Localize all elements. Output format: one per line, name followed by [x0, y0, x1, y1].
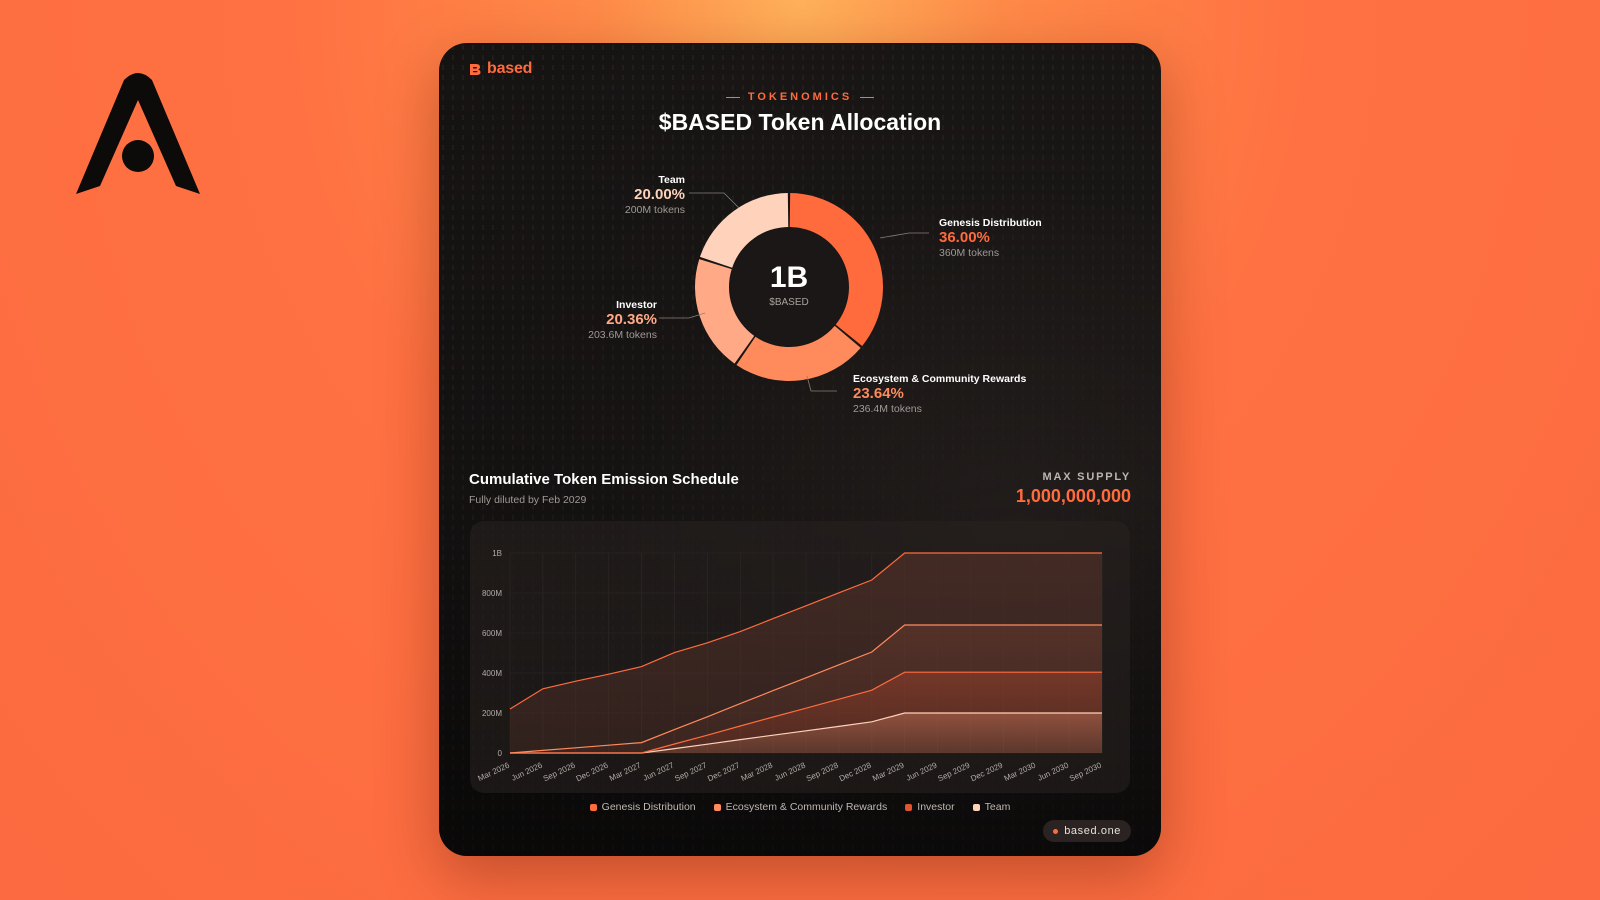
max-supply-label: MAX SUPPLY — [1042, 471, 1131, 483]
label-investor-name: Investor — [616, 299, 657, 311]
area-genesis-distribution — [510, 553, 1102, 753]
y-tick-label: 400M — [482, 669, 502, 678]
label-team-percent: 20.00% — [634, 186, 685, 203]
legend-item: Team — [972, 801, 1011, 813]
y-tick-label: 1B — [492, 549, 502, 558]
label-genesis-percent: 36.00% — [939, 229, 990, 246]
x-tick-label: Jun 2026 — [510, 760, 544, 782]
y-tick-label: 0 — [498, 749, 503, 758]
donut-center-value: 1B — [769, 261, 809, 294]
label-genesis-name: Genesis Distribution — [939, 217, 1042, 229]
label-team: Team 20.00% 200M tokens — [589, 174, 685, 216]
x-tick-label: Dec 2029 — [969, 760, 1004, 783]
x-tick-label: Sep 2028 — [805, 760, 840, 783]
label-team-tokens: 200M tokens — [624, 204, 685, 216]
page-title: $BASED Token Allocation — [658, 109, 942, 135]
donut-slice-1 — [736, 325, 861, 381]
label-investor-tokens: 203.6M tokens — [588, 329, 657, 341]
eyebrow: TOKENOMICS — [439, 91, 1161, 103]
donut-slice-2 — [695, 259, 755, 364]
y-tick-label: 200M — [482, 709, 502, 718]
x-tick-label: Jun 2029 — [905, 760, 939, 782]
legend-label: Genesis Distribution — [601, 801, 696, 813]
x-tick-label: Mar 2027 — [608, 760, 643, 783]
legend-item: Ecosystem & Community Rewards — [713, 801, 888, 813]
legend-swatch — [713, 803, 721, 811]
x-tick-label: Sep 2027 — [673, 760, 708, 783]
chart-legend: Genesis Distribution Ecosystem & Communit… — [439, 801, 1161, 813]
legend-label: Investor — [917, 801, 955, 813]
eyebrow-text: TOKENOMICS — [747, 91, 853, 103]
legend-label: Ecosystem & Community Rewards — [725, 801, 888, 813]
x-tick-label: Mar 2030 — [1003, 760, 1038, 783]
donut-slice-0 — [789, 193, 883, 347]
based-logo-icon — [470, 63, 481, 75]
area-team — [510, 713, 1102, 753]
donut-hole — [730, 228, 848, 346]
brand-a-logo-icon — [76, 73, 200, 194]
based-logo: based — [469, 60, 532, 78]
x-tick-label: Dec 2026 — [575, 760, 610, 783]
emission-chart-panel: 0 200M 400M 600M 800M 1B Mar 2026 Jun 2026 Sep 2… — [470, 521, 1130, 793]
legend-swatch — [589, 803, 597, 811]
x-tick-label: Sep 2026 — [542, 760, 577, 783]
area-ecosystem-community-rewards — [510, 625, 1102, 753]
y-tick-label: 600M — [482, 629, 502, 638]
schedule-title: Cumulative Token Emission Schedule — [469, 471, 739, 488]
x-tick-label: Jun 2027 — [642, 760, 676, 782]
legend-item: Genesis Distribution — [589, 801, 696, 813]
label-team-name: Team — [658, 174, 685, 186]
tokenomics-card: based TOKENOMICS $BASED Token Allocation… — [439, 43, 1161, 856]
site-link[interactable]: based.one — [1043, 820, 1131, 842]
dot-icon — [1053, 828, 1059, 834]
y-tick-label: 800M — [482, 589, 502, 598]
max-supply-value: 1,000,000,000 — [1015, 486, 1131, 506]
legend-swatch — [972, 803, 980, 811]
label-ecosystem-name: Ecosystem & Community Rewards — [853, 373, 1027, 385]
label-ecosystem-tokens: 236.4M tokens — [853, 403, 922, 415]
x-tick-label: Sep 2029 — [936, 760, 971, 783]
label-ecosystem: Ecosystem & Community Rewards 23.64% 236… — [853, 373, 1026, 415]
donut-slice-3 — [699, 193, 789, 268]
allocation-donut — [695, 193, 883, 381]
area-investor — [510, 672, 1102, 753]
x-tick-label: Mar 2026 — [476, 760, 511, 783]
label-ecosystem-percent: 23.64% — [853, 385, 904, 402]
x-tick-label: Jun 2030 — [1036, 760, 1070, 782]
label-genesis-tokens: 360M tokens — [939, 247, 1000, 259]
x-tick-label: Sep 2030 — [1068, 760, 1103, 783]
x-tick-label: Mar 2028 — [740, 760, 775, 783]
label-investor: Investor 20.36% 203.6M tokens — [549, 299, 657, 341]
x-tick-label: Jun 2028 — [773, 760, 807, 782]
legend-item: Investor — [905, 801, 955, 813]
donut-center-label: $BASED — [769, 297, 809, 308]
x-tick-label: Dec 2028 — [838, 760, 873, 783]
label-genesis: Genesis Distribution 36.00% 360M tokens — [939, 217, 1042, 259]
label-investor-percent: 20.36% — [606, 311, 657, 328]
x-tick-label: Dec 2027 — [706, 760, 741, 783]
logo-text: based — [487, 60, 533, 77]
site-link-text: based.one — [1064, 825, 1121, 837]
schedule-subtitle: Fully diluted by Feb 2029 — [469, 494, 587, 506]
legend-label: Team — [984, 801, 1011, 813]
line-ecosystem-community-rewards — [509, 624, 1102, 754]
legend-swatch — [905, 803, 913, 811]
x-tick-label: Mar 2029 — [871, 760, 906, 783]
line-genesis-distribution — [509, 552, 1102, 710]
line-investor — [510, 671, 1102, 754]
